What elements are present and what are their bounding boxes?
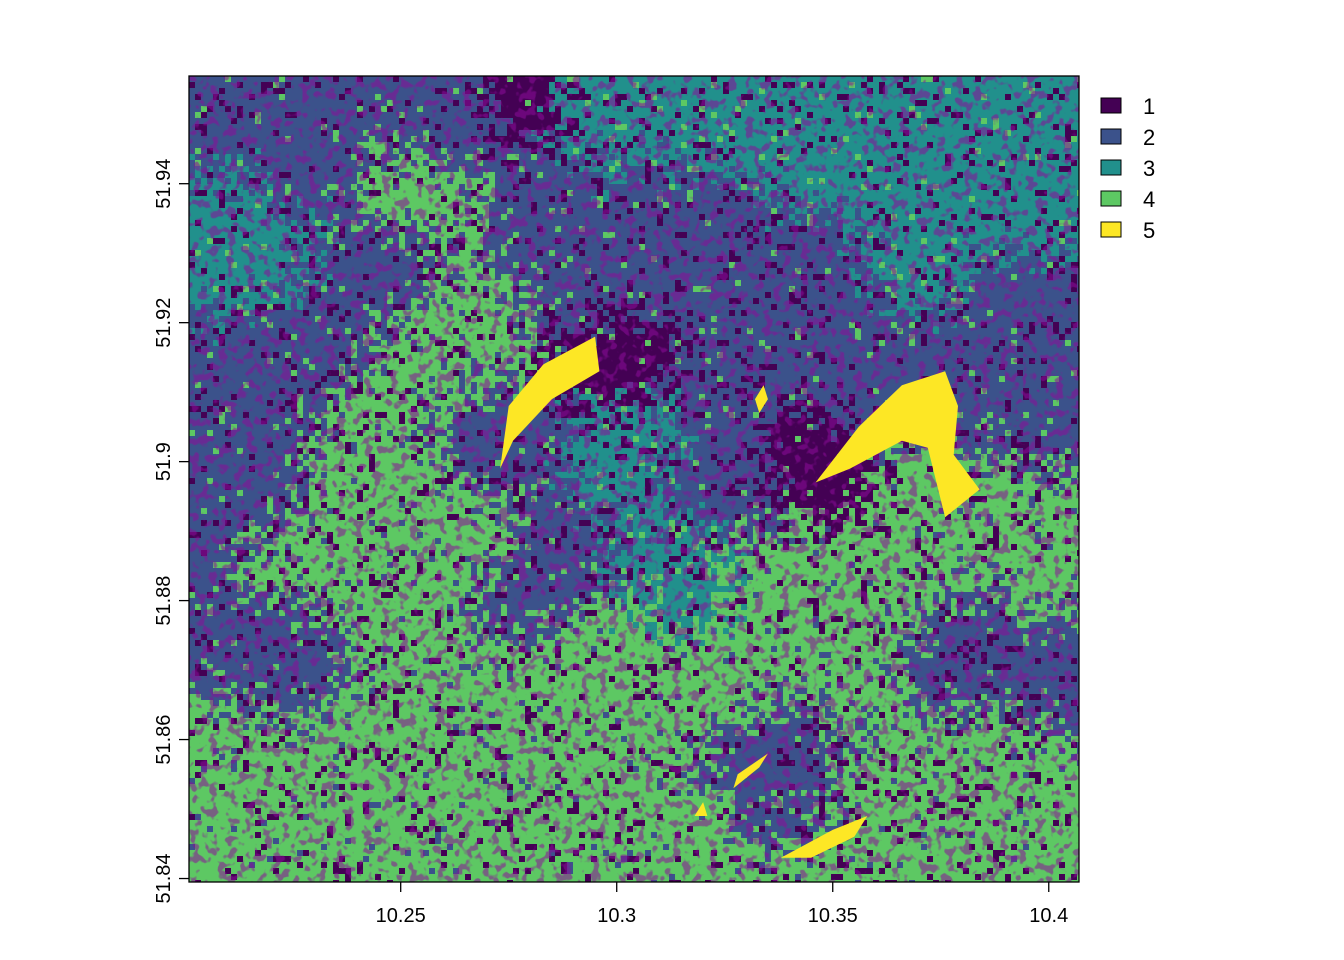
raster-chart: 10.25 10.3 10.35 10.4 51.8451.8651.8851.951… — [153, 75, 1155, 927]
